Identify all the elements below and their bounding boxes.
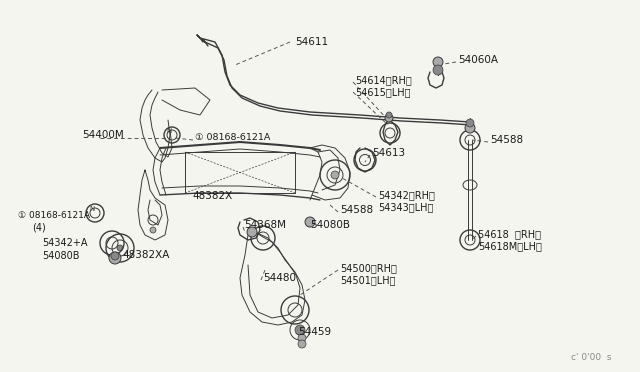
- Text: 54618  〈RH〉: 54618 〈RH〉: [478, 229, 541, 239]
- Circle shape: [433, 65, 443, 75]
- Text: 54614〈RH〉: 54614〈RH〉: [355, 75, 412, 85]
- Text: 54343〈LH〉: 54343〈LH〉: [378, 202, 433, 212]
- Text: 54080B: 54080B: [310, 220, 350, 230]
- Text: 54342+A: 54342+A: [42, 238, 88, 248]
- Text: 54500〈RH〉: 54500〈RH〉: [340, 263, 397, 273]
- Circle shape: [247, 227, 257, 237]
- Text: 54342〈RH〉: 54342〈RH〉: [378, 190, 435, 200]
- Text: 54611: 54611: [295, 37, 328, 47]
- Text: 54368M: 54368M: [244, 220, 286, 230]
- Text: ① 08168-6121A: ① 08168-6121A: [18, 211, 90, 219]
- Text: 54060A: 54060A: [458, 55, 498, 65]
- Text: 48382XA: 48382XA: [122, 250, 170, 260]
- Text: ① 08168-6121A: ① 08168-6121A: [195, 134, 270, 142]
- Text: (4): (4): [32, 223, 45, 233]
- Circle shape: [433, 57, 443, 67]
- Circle shape: [385, 114, 393, 122]
- Circle shape: [117, 245, 123, 251]
- Circle shape: [109, 252, 121, 264]
- Text: 54618M〈LH〉: 54618M〈LH〉: [478, 241, 542, 251]
- Circle shape: [305, 217, 315, 227]
- Text: N: N: [166, 128, 172, 134]
- Circle shape: [150, 227, 156, 233]
- Circle shape: [111, 252, 119, 260]
- Circle shape: [295, 325, 305, 335]
- Text: c' 0'00  s: c' 0'00 s: [571, 353, 611, 362]
- Text: 54400M: 54400M: [82, 130, 124, 140]
- Circle shape: [298, 334, 306, 342]
- Text: 54459: 54459: [298, 327, 331, 337]
- Text: 54588: 54588: [340, 205, 373, 215]
- Text: N: N: [90, 206, 95, 212]
- Circle shape: [466, 119, 474, 127]
- Circle shape: [465, 123, 475, 133]
- Text: 54080B: 54080B: [42, 251, 79, 261]
- Text: 54501〈LH〉: 54501〈LH〉: [340, 275, 396, 285]
- Circle shape: [331, 171, 339, 179]
- Text: 54588: 54588: [490, 135, 523, 145]
- Text: 54480: 54480: [263, 273, 296, 283]
- Circle shape: [298, 340, 306, 348]
- Text: 54615〈LH〉: 54615〈LH〉: [355, 87, 410, 97]
- Circle shape: [386, 112, 392, 118]
- Text: 54613: 54613: [372, 148, 405, 158]
- Text: 48382X: 48382X: [192, 191, 232, 201]
